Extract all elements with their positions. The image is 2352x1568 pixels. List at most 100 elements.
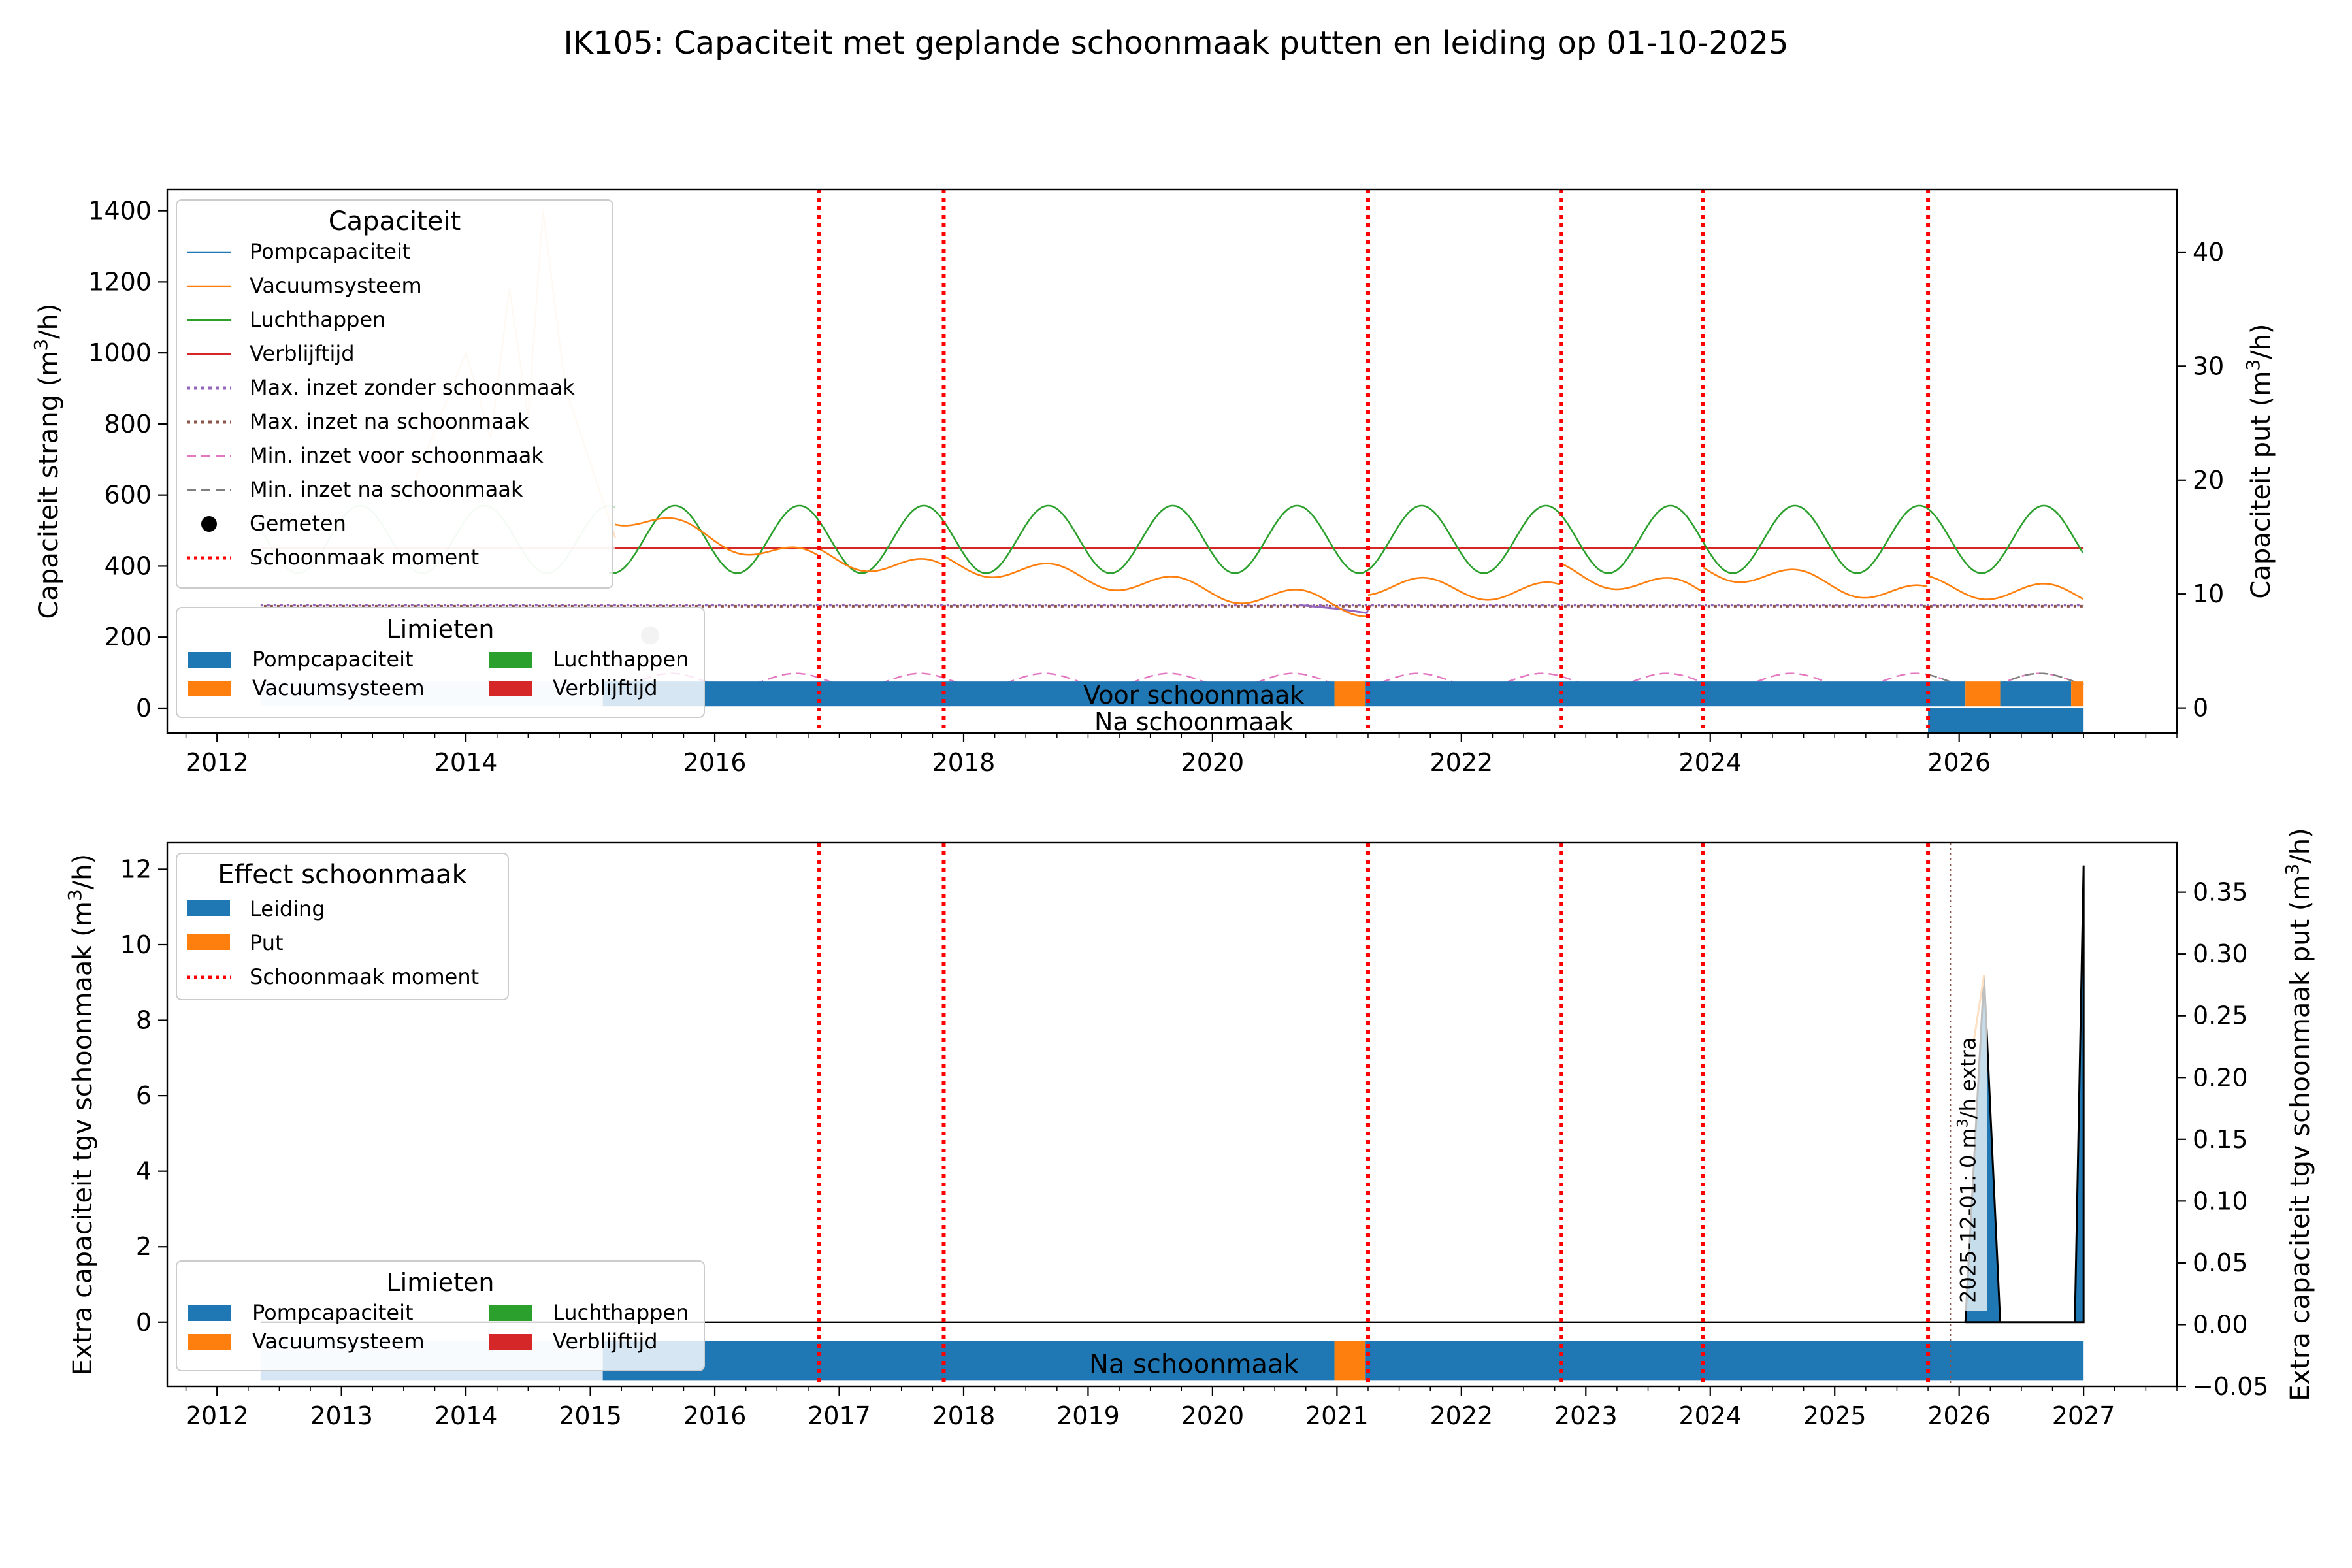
- x-tick-label: 2014: [434, 748, 498, 777]
- x-tick-label: 2016: [683, 748, 747, 777]
- vacuumsysteem-line: [1702, 566, 1928, 599]
- y-tick-label: 1200: [88, 267, 152, 296]
- y2-tick-label: 20: [2193, 466, 2224, 495]
- y2-tick-label: 0.00: [2193, 1310, 2248, 1339]
- legend-entry-label: Luchthappen: [553, 1300, 689, 1325]
- legend-swatch: [489, 1334, 532, 1350]
- y-tick-label: 2: [136, 1232, 152, 1261]
- x-tick-label: 2021: [1305, 1401, 1369, 1430]
- na-schoonmaak-label: Na schoonmaak: [1089, 1349, 1299, 1379]
- legend-frame: [176, 199, 613, 589]
- y-tick-label: 200: [104, 623, 152, 651]
- y-tick-label: 800: [104, 410, 152, 438]
- vacuumsysteem-line: [615, 517, 819, 557]
- legend-entry-label: Pompcapaciteit: [252, 1300, 414, 1325]
- legend-limieten-title: Limieten: [386, 615, 494, 644]
- x-tick-label: 2013: [310, 1401, 373, 1430]
- legend-entry-label: Max. inzet na schoonmaak: [250, 409, 529, 434]
- legend-entry-label: Pompcapaciteit: [250, 239, 411, 264]
- limieten-na-segment: [1365, 1341, 2084, 1381]
- legend-entry-label: Verblijftijd: [553, 676, 658, 700]
- x-tick-label: 2026: [1927, 748, 1991, 777]
- legend-entry-label: Min. inzet na schoonmaak: [250, 477, 523, 502]
- limieten-na-segment: [602, 1341, 1335, 1381]
- legend-swatch: [188, 652, 231, 668]
- x-tick-label: 2023: [1554, 1401, 1618, 1430]
- y-tick-label: 12: [120, 855, 152, 883]
- legend-entry-label: Pompcapaciteit: [252, 647, 414, 672]
- y-tick-label: 1000: [88, 338, 152, 367]
- y2-tick-label: −0.05: [2193, 1372, 2268, 1401]
- limieten-voor-segment: [1334, 681, 1366, 707]
- legend-entry-label: Vacuumsysteem: [250, 273, 422, 298]
- legend-entry-label: Gemeten: [250, 511, 346, 536]
- y2-axis-label: Capaciteit put (m3/h): [2242, 323, 2277, 598]
- limieten-na-segment: [1928, 708, 2084, 733]
- y2-tick-label: 0.10: [2193, 1186, 2248, 1215]
- luchthappen-line: [608, 504, 2084, 574]
- y2-tick-label: 0.30: [2193, 939, 2248, 968]
- x-tick-label: 2012: [186, 748, 249, 777]
- legend-entry-label: Min. inzet voor schoonmaak: [250, 443, 544, 468]
- legend-entry-label: Leiding: [250, 896, 325, 921]
- x-tick-label: 2012: [186, 1401, 249, 1430]
- x-tick-label: 2019: [1056, 1401, 1120, 1430]
- y2-tick-label: 10: [2193, 580, 2224, 608]
- legend-entry-label: Luchthappen: [250, 307, 385, 332]
- x-tick-label: 2020: [1181, 1401, 1245, 1430]
- legend-entry-label: Schoonmaak moment: [250, 545, 479, 570]
- y-tick-label: 4: [136, 1157, 152, 1186]
- vacuumsysteem-line: [943, 555, 1367, 617]
- limieten-voor-segment: [602, 681, 1335, 707]
- y2-tick-label: 0.15: [2193, 1125, 2248, 1154]
- vacuumsysteem-line: [1927, 575, 2083, 600]
- y-tick-label: 1400: [88, 197, 152, 225]
- legend-frame: [176, 607, 705, 718]
- y2-tick-label: 0.35: [2193, 878, 2248, 907]
- y-tick-label: 10: [120, 930, 152, 959]
- y2-tick-label: 0: [2193, 694, 2208, 723]
- legend-entry-label: Luchthappen: [553, 647, 689, 672]
- x-tick-label: 2017: [808, 1401, 871, 1430]
- x-tick-label: 2020: [1181, 748, 1245, 777]
- x-tick-label: 2027: [2052, 1401, 2115, 1430]
- vacuumsysteem-line: [1560, 563, 1703, 593]
- y-axis-label: Extra capaciteit tgv schoonmaak (m3/h): [64, 854, 99, 1375]
- legend-limieten: Limieten Pompcapaciteit Luchthappen Vacuums…: [176, 607, 705, 718]
- x-tick-label: 2024: [1678, 1401, 1742, 1430]
- limieten-voor-segment: [2000, 681, 2072, 707]
- legend-capaciteit-title: Capaciteit: [329, 206, 461, 237]
- legend-entry-label: Vacuumsysteem: [252, 1329, 425, 1354]
- x-tick-label: 2022: [1429, 1401, 1493, 1430]
- legend-swatch: [489, 652, 532, 668]
- legend-swatch: [187, 900, 230, 916]
- x-tick-label: 2025: [1803, 1401, 1867, 1430]
- vacuumsysteem-line: [1367, 576, 1561, 601]
- y-tick-label: 600: [104, 481, 152, 510]
- limieten-voor-segment: [2071, 681, 2084, 707]
- y-tick-label: 8: [136, 1006, 152, 1035]
- x-tick-label: 2018: [932, 748, 996, 777]
- x-tick-label: 2016: [683, 1401, 747, 1430]
- y2-tick-label: 30: [2193, 351, 2224, 380]
- legend-swatch: [489, 1305, 532, 1321]
- y2-tick-label: 40: [2193, 238, 2224, 267]
- legend-marker: [201, 516, 217, 532]
- legend-swatch: [489, 681, 532, 696]
- legend-entry-label: Schoonmaak moment: [250, 964, 479, 989]
- legend-entry-label: Put: [250, 930, 284, 955]
- legend-frame: [176, 1260, 705, 1371]
- legend-limieten: Limieten Pompcapaciteit Luchthappen Vacuums…: [176, 1260, 705, 1371]
- legend-swatch: [188, 681, 231, 696]
- na-schoonmaak-label: Na schoonmaak: [1094, 708, 1294, 736]
- legend-effect-title: Effect schoonmaak: [218, 860, 467, 890]
- chart-title: IK105: Capaciteit met geplande schoonmaa…: [563, 25, 1788, 61]
- y2-tick-label: 0.25: [2193, 1002, 2248, 1030]
- axes-frame-top: [166, 188, 2178, 734]
- y-tick-label: 0: [136, 694, 152, 723]
